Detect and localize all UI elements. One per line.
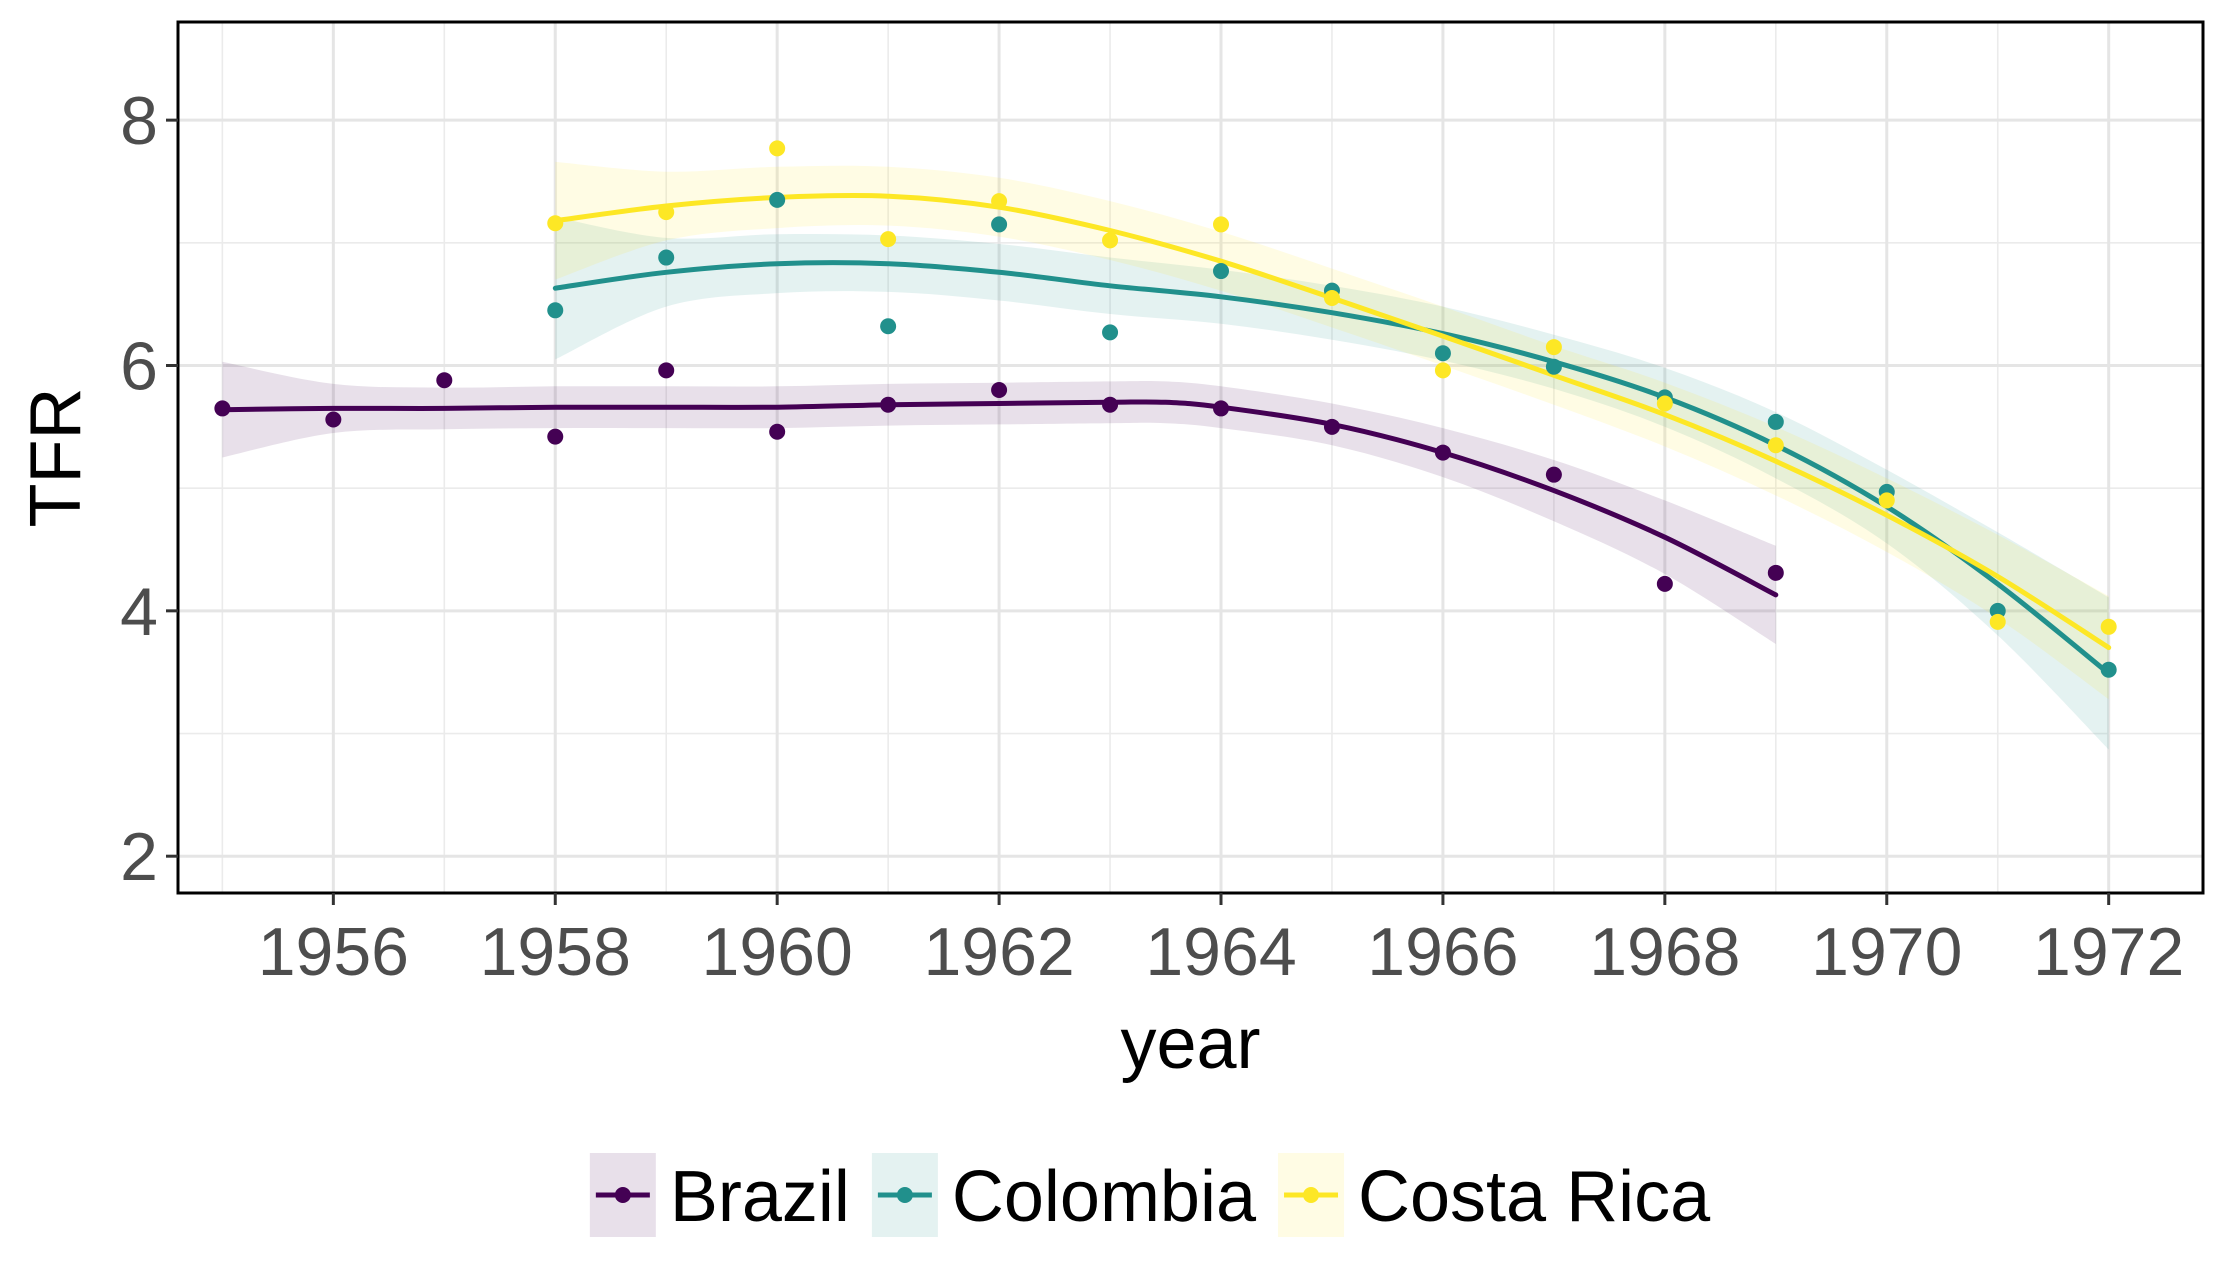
data-point-costa-rica: [880, 231, 897, 248]
x-axis-ticks: 1956 1958 1960 1962 1964 1966 1968 1970 1972: [258, 893, 2184, 990]
data-point-brazil: [325, 411, 342, 428]
data-point-costa-rica: [547, 215, 564, 232]
confidence-band-costa-rica: [555, 161, 2109, 700]
x-tick-label: 1970: [1811, 914, 1962, 990]
legend-label-costa-rica: Costa Rica: [1358, 1157, 1711, 1237]
data-point-colombia: [547, 302, 564, 319]
x-tick-label: 1956: [258, 914, 409, 990]
data-point-brazil: [1323, 418, 1340, 435]
legend-point-costa-rica: [1303, 1187, 1320, 1203]
data-point-costa-rica: [1434, 362, 1451, 379]
data-point-costa-rica: [1102, 232, 1119, 249]
data-point-costa-rica: [1989, 613, 2006, 630]
x-tick-label: 1960: [702, 914, 853, 990]
data-point-colombia: [1102, 324, 1119, 341]
data-point-brazil: [1545, 466, 1562, 483]
data-point-brazil: [1434, 444, 1451, 461]
x-tick-label: 1972: [2033, 914, 2184, 990]
data-point-costa-rica: [1878, 492, 1895, 509]
x-tick-label: 1966: [1367, 914, 1518, 990]
x-axis-title: year: [1120, 1004, 1260, 1084]
point-layer: [214, 140, 2117, 678]
data-point-colombia: [991, 216, 1008, 233]
confidence-band-brazil: [222, 361, 1776, 644]
data-point-brazil: [1213, 400, 1230, 417]
data-point-colombia: [1434, 345, 1451, 362]
x-tick-label: 1964: [1145, 914, 1296, 990]
data-point-brazil: [1102, 396, 1119, 413]
data-point-brazil: [547, 428, 564, 445]
data-point-colombia: [2100, 661, 2117, 678]
data-point-brazil: [769, 423, 786, 440]
data-point-colombia: [1213, 263, 1230, 280]
data-point-costa-rica: [991, 193, 1008, 210]
data-point-costa-rica: [1767, 437, 1784, 454]
panel-border: [176, 20, 2205, 895]
data-point-brazil: [436, 372, 453, 389]
x-tick-label: 1958: [480, 914, 631, 990]
data-point-brazil: [991, 382, 1008, 399]
x-tick-label: 1962: [923, 914, 1074, 990]
x-tick-label: 1968: [1589, 914, 1740, 990]
smooth-line-brazil: [219, 399, 1779, 598]
data-point-colombia: [1989, 602, 2006, 619]
legend: Brazil Colombia Costa Rica: [589, 1153, 1711, 1237]
legend-point-colombia: [896, 1187, 913, 1203]
data-point-brazil: [880, 396, 897, 413]
data-point-colombia: [1767, 413, 1784, 430]
data-point-costa-rica: [1545, 339, 1562, 356]
legend-point-brazil: [614, 1187, 631, 1203]
data-point-costa-rica: [769, 140, 786, 157]
y-tick-label: 4: [120, 574, 158, 650]
data-point-brazil: [658, 362, 675, 379]
legend-label-colombia: Colombia: [952, 1157, 1257, 1237]
data-point-costa-rica: [1656, 395, 1673, 412]
data-point-costa-rica: [1323, 290, 1340, 307]
data-point-costa-rica: [1213, 216, 1230, 233]
data-point-colombia: [1545, 358, 1562, 375]
y-tick-label: 2: [120, 819, 158, 895]
confidence-band-layer: [222, 161, 2109, 750]
y-axis-ticks: 2 4 6 8: [120, 83, 178, 895]
data-point-brazil: [1656, 575, 1673, 592]
data-point-brazil: [214, 400, 231, 417]
data-point-colombia: [769, 191, 786, 208]
data-point-costa-rica: [2100, 618, 2117, 635]
data-point-brazil: [1767, 564, 1784, 581]
y-axis-title: TFR: [16, 388, 96, 528]
data-point-colombia: [658, 249, 675, 266]
data-point-costa-rica: [658, 204, 675, 221]
data-point-colombia: [880, 318, 897, 335]
grid-layer: [178, 22, 2203, 893]
legend-label-brazil: Brazil: [670, 1157, 850, 1237]
y-tick-label: 6: [120, 328, 158, 404]
smooth-line-colombia: [552, 260, 2112, 676]
y-tick-label: 8: [120, 83, 158, 159]
